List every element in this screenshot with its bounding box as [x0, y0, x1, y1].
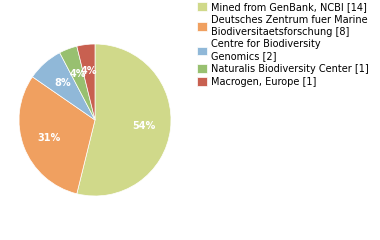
- Text: 54%: 54%: [132, 121, 156, 131]
- Wedge shape: [60, 46, 95, 120]
- Wedge shape: [32, 53, 95, 120]
- Legend: Mined from GenBank, NCBI [14], Deutsches Zentrum fuer Marine
Biodiversitaetsfors: Mined from GenBank, NCBI [14], Deutsches…: [195, 0, 371, 89]
- Text: 4%: 4%: [69, 69, 86, 79]
- Text: 31%: 31%: [37, 132, 60, 143]
- Text: 8%: 8%: [54, 78, 71, 88]
- Wedge shape: [77, 44, 95, 120]
- Wedge shape: [19, 77, 95, 194]
- Wedge shape: [77, 44, 171, 196]
- Text: 4%: 4%: [81, 66, 97, 76]
